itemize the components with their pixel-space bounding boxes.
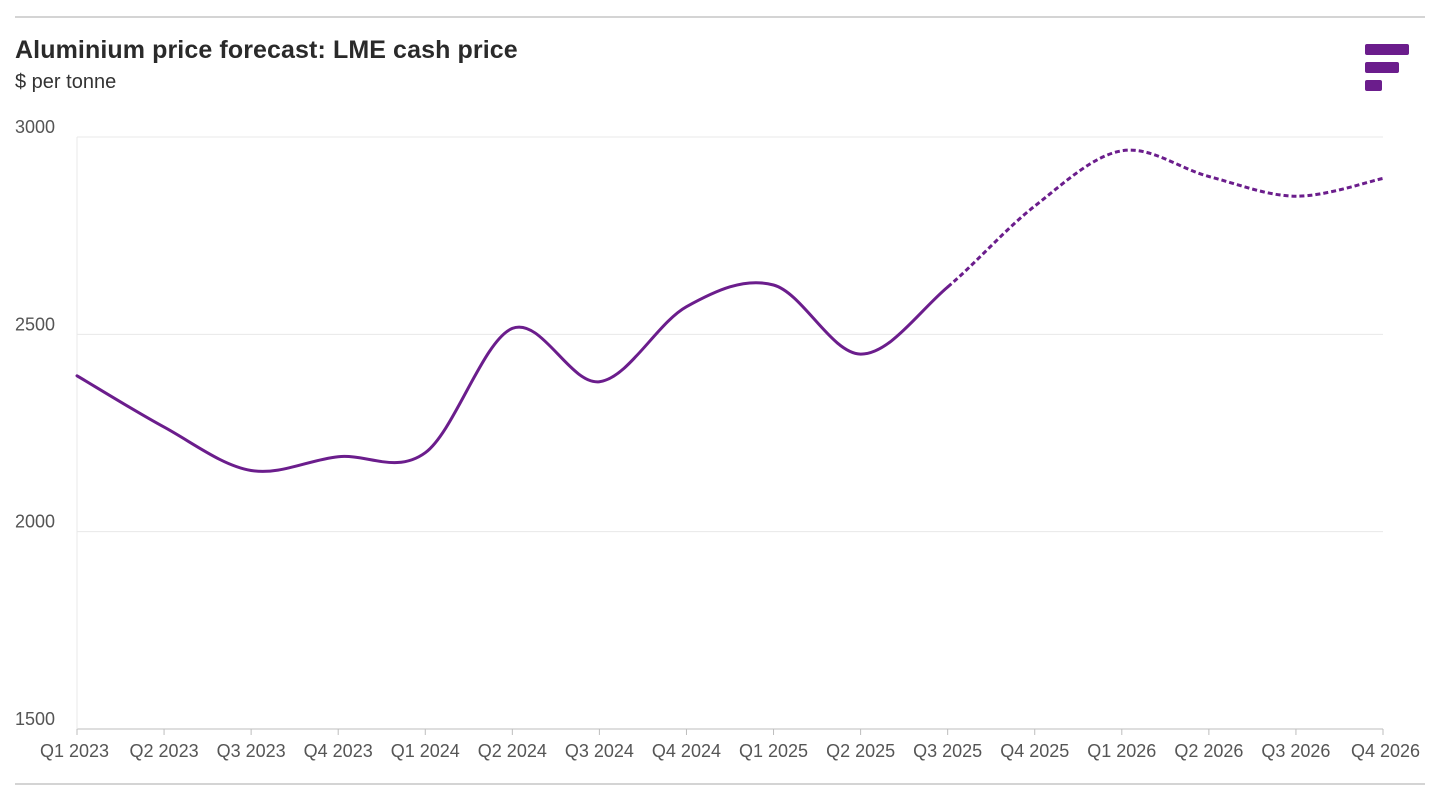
y-tick-label: 2000	[15, 512, 55, 532]
x-tick-label: Q3 2025	[913, 741, 982, 761]
x-tick-label: Q4 2026	[1351, 741, 1420, 761]
bottom-rule	[15, 783, 1425, 785]
y-tick-label: 2500	[15, 314, 55, 334]
y-axis: 3000 2500 2000 1500	[15, 117, 55, 729]
chart-subtitle: $ per tonne	[15, 71, 117, 93]
series-lines	[75, 148, 1384, 473]
x-tick-label: Q1 2025	[739, 741, 808, 761]
x-tick-label: Q4 2025	[1000, 741, 1069, 761]
top-rule	[15, 16, 1425, 18]
x-tick-label: Q1 2024	[391, 741, 460, 761]
brand-bars-icon	[1365, 44, 1409, 92]
x-tick-label: Q2 2023	[130, 741, 199, 761]
x-axis: Q1 2023 Q2 2023 Q3 2023 Q4 2023 Q1 2024 Q2 20…	[40, 729, 1420, 761]
x-tick-label: Q4 2023	[304, 741, 373, 761]
x-tick-label: Q1 2026	[1087, 741, 1156, 761]
x-tick-label: Q1 2023	[40, 741, 109, 761]
x-tick-label: Q2 2024	[478, 741, 547, 761]
x-tick-label: Q3 2023	[217, 741, 286, 761]
series-line-forecast	[946, 148, 1384, 289]
series-line-actual	[75, 281, 950, 473]
x-tick-label: Q3 2024	[565, 741, 634, 761]
x-tick-label: Q4 2024	[652, 741, 721, 761]
y-tick-label: 1500	[15, 709, 55, 729]
x-tick-label: Q2 2025	[826, 741, 895, 761]
x-tick-label: Q3 2026	[1261, 741, 1330, 761]
x-tick-label: Q2 2026	[1174, 741, 1243, 761]
chart-title: Aluminium price forecast: LME cash price	[15, 36, 518, 64]
grid-lines	[76, 136, 1383, 730]
y-tick-label: 3000	[15, 117, 55, 137]
